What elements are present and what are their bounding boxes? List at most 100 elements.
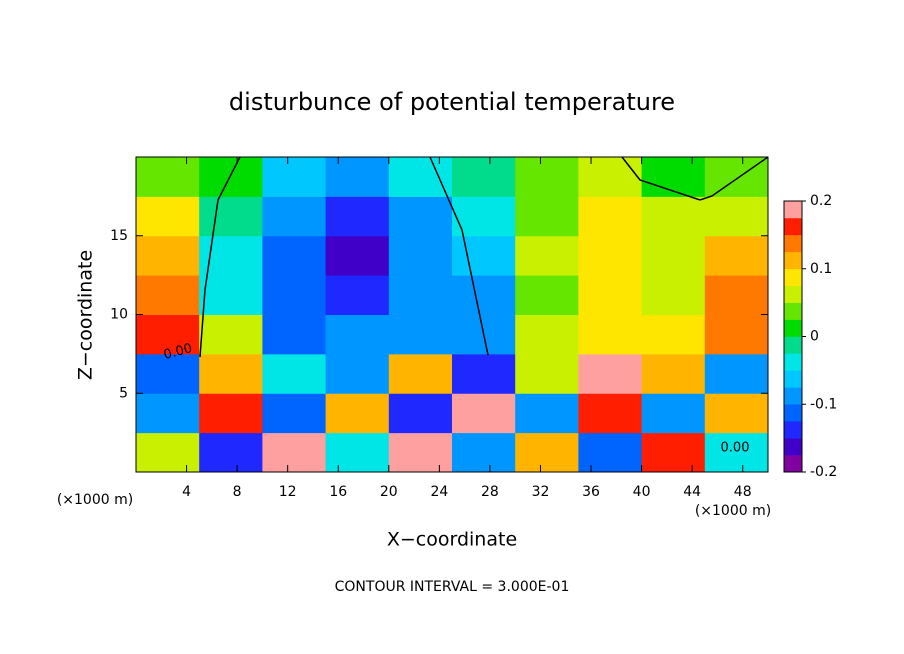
plot-area <box>136 157 769 473</box>
cell <box>641 314 706 355</box>
colorbar-swatch <box>784 404 802 422</box>
cell <box>262 235 327 276</box>
zero-contour <box>199 156 769 358</box>
cell <box>325 393 390 434</box>
cell <box>578 196 643 237</box>
colorbar-swatch <box>784 455 802 473</box>
cell <box>199 432 263 473</box>
x-tick-label: 8 <box>233 484 242 500</box>
x-tick-label: 16 <box>329 484 347 500</box>
colorbar-swatch <box>784 438 802 456</box>
cell <box>641 275 706 315</box>
cell <box>578 235 643 276</box>
x-unit: (×1000 m) <box>695 503 771 519</box>
cell <box>262 275 327 315</box>
cell <box>578 353 643 394</box>
colorbar-swatch <box>784 201 802 219</box>
cell <box>704 314 769 355</box>
cell <box>199 196 263 237</box>
cell <box>452 432 516 473</box>
cell <box>388 393 453 434</box>
x-unit: (×1000 m) <box>57 492 133 508</box>
colorbar-swatch <box>784 268 802 286</box>
cell <box>325 432 390 473</box>
colorbar-swatch <box>784 285 802 303</box>
cell <box>325 314 390 355</box>
x-tick-label: 4 <box>182 484 191 500</box>
colorbar-tick-label: 0 <box>810 329 819 345</box>
colorbar-swatch <box>784 387 802 405</box>
cell <box>325 157 390 197</box>
footer-note: CONTOUR INTERVAL = 3.000E-01 <box>335 579 570 595</box>
cell <box>325 275 390 315</box>
colorbar-swatch <box>784 370 802 388</box>
cell <box>199 235 263 276</box>
x-tick-label: 48 <box>734 484 752 500</box>
x-tick-label: 36 <box>582 484 600 500</box>
cell <box>199 157 263 197</box>
cell <box>136 196 200 237</box>
cell <box>136 275 200 315</box>
cell <box>199 314 263 355</box>
cell <box>704 432 769 473</box>
x-tick-label: 28 <box>481 484 499 500</box>
cell <box>641 157 706 197</box>
cell <box>262 353 327 394</box>
colorbar-tick-label: 0.2 <box>810 193 832 209</box>
cell <box>452 393 516 434</box>
cell <box>515 353 579 394</box>
cell <box>578 275 643 315</box>
cell <box>578 432 643 473</box>
cell <box>388 275 453 315</box>
cell <box>136 235 200 276</box>
cell <box>578 314 643 355</box>
cell <box>452 275 516 315</box>
cell <box>136 432 200 473</box>
cell <box>325 353 390 394</box>
cell <box>578 393 643 434</box>
cell <box>578 157 643 197</box>
cell <box>199 275 263 315</box>
cell <box>388 235 453 276</box>
contour-label: 0.00 <box>162 341 194 363</box>
x-tick-label: 20 <box>380 484 398 500</box>
colorbar-swatch <box>784 421 802 439</box>
cell <box>199 353 263 394</box>
cell <box>325 235 390 276</box>
cell <box>704 353 769 394</box>
cell <box>388 353 453 394</box>
colorbar-swatch <box>784 353 802 371</box>
x-tick-label: 40 <box>633 484 651 500</box>
y-tick-label: 10 <box>110 307 128 323</box>
cell <box>452 157 516 197</box>
cell <box>641 196 706 237</box>
cell <box>199 393 263 434</box>
cell <box>388 432 453 473</box>
cell <box>325 196 390 237</box>
chart-title: disturbunce of potential temperature <box>229 88 675 116</box>
cell <box>515 275 579 315</box>
cell <box>515 314 579 355</box>
x-tick-label: 12 <box>279 484 297 500</box>
y-tick-label: 15 <box>110 228 128 244</box>
cell <box>262 157 327 197</box>
x-tick-label: 32 <box>532 484 550 500</box>
cell <box>388 196 453 237</box>
colorbar-swatch <box>784 336 802 354</box>
cell <box>641 432 706 473</box>
colorbar-swatch <box>784 319 802 337</box>
x-axis-label: X−coordinate <box>387 529 517 551</box>
cell <box>388 157 453 197</box>
cell <box>136 314 200 355</box>
cell <box>262 393 327 434</box>
colorbar-tick-label: 0.1 <box>810 261 832 277</box>
cell <box>641 353 706 394</box>
cell <box>515 235 579 276</box>
cell <box>515 196 579 237</box>
cell <box>641 235 706 276</box>
cell <box>641 393 706 434</box>
colorbar-swatch <box>784 217 802 236</box>
cell <box>136 393 200 434</box>
cell <box>136 353 200 394</box>
cell <box>262 196 327 237</box>
